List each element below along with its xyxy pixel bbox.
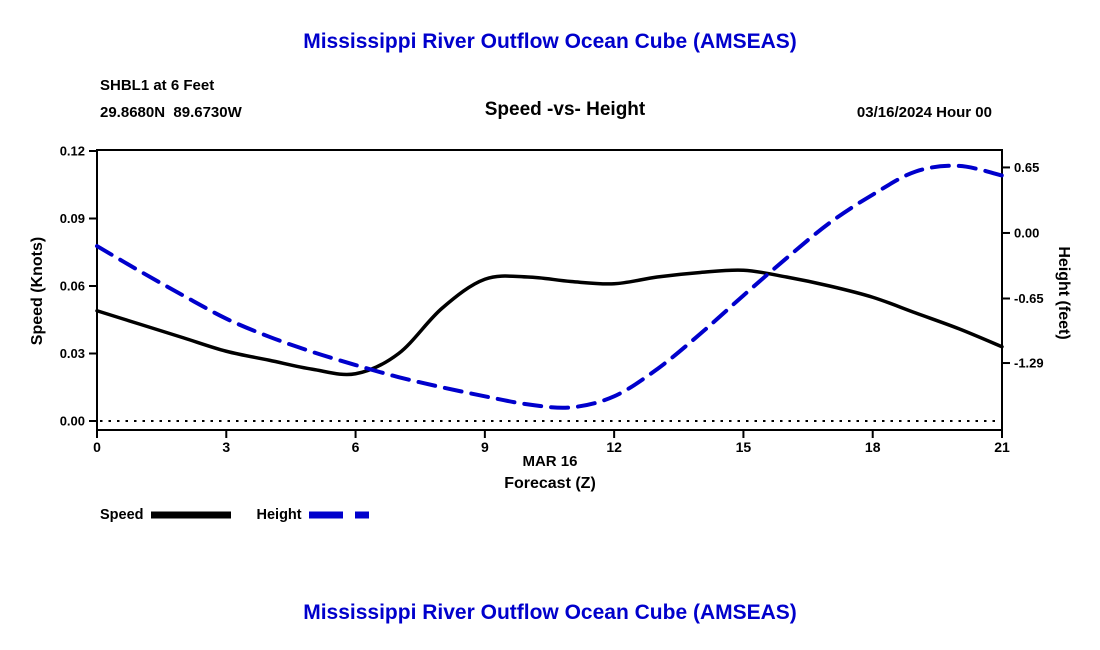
legend-swatch-speed-line bbox=[150, 511, 231, 519]
series-line-speed bbox=[95, 268, 1004, 377]
left-tick-label: 0.09 bbox=[60, 211, 85, 226]
legend-label-height: Height bbox=[256, 507, 302, 523]
x-tick-label: 0 bbox=[93, 439, 101, 455]
plot-subtitle: Speed -vs- Height bbox=[484, 99, 646, 120]
right-tick-label: 0.00 bbox=[1014, 225, 1039, 240]
left-tick-label: 0.00 bbox=[60, 414, 85, 429]
x-tick-label: 6 bbox=[352, 439, 360, 455]
x-tick-label: 18 bbox=[865, 439, 881, 455]
x-tick-label: 15 bbox=[736, 439, 752, 455]
series-line-height bbox=[95, 163, 1004, 410]
plot-frame bbox=[96, 149, 1003, 431]
x-axis-title: Forecast (Z) bbox=[504, 475, 596, 492]
x-tick-label: 9 bbox=[481, 439, 489, 455]
x-tick-label: 12 bbox=[606, 439, 622, 455]
next-chart-title: Mississippi River Outflow Ocean Cube (AM… bbox=[303, 601, 797, 624]
legend: Speed Height bbox=[100, 507, 395, 523]
legend-swatch-height-line bbox=[308, 511, 369, 519]
station-coordinates: 29.8680N 89.6730W bbox=[100, 104, 242, 121]
x-tick-label: 3 bbox=[222, 439, 230, 455]
right-tick-label: -0.65 bbox=[1014, 291, 1044, 306]
left-tick-label: 0.12 bbox=[60, 144, 85, 159]
left-tick-label: 0.06 bbox=[60, 279, 85, 294]
left-tick-label: 0.03 bbox=[60, 346, 85, 361]
chart-title: Mississippi River Outflow Ocean Cube (AM… bbox=[303, 30, 797, 53]
station-label: SHBL1 at 6 Feet bbox=[100, 77, 215, 94]
x-axis-date: MAR 16 bbox=[522, 453, 578, 470]
right-tick-label: 0.65 bbox=[1014, 160, 1039, 175]
forecast-datetime: 03/16/2024 Hour 00 bbox=[856, 104, 992, 121]
x-tick-label: 21 bbox=[994, 439, 1010, 455]
legend-label-speed: Speed bbox=[100, 507, 144, 523]
right-tick-label: -1.29 bbox=[1014, 356, 1044, 371]
